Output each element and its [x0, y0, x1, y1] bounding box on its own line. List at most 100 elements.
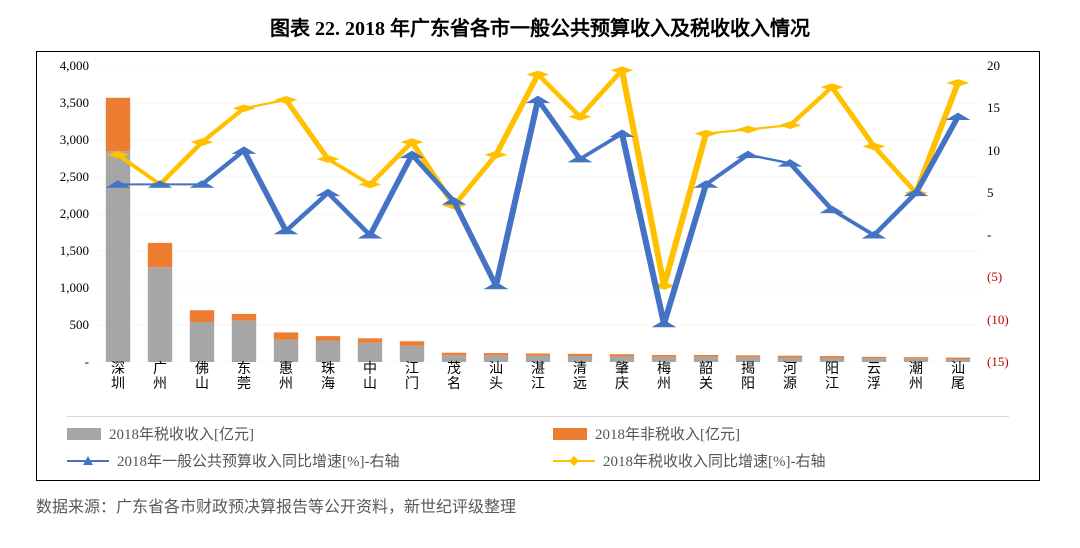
series-marker: [611, 66, 634, 74]
bar-nontax: [904, 357, 928, 358]
x-category: 潮州: [906, 362, 926, 392]
legend-label: 2018年一般公共预算收入同比增速[%]-右轴: [117, 450, 399, 471]
legend-label: 2018年非税收入[亿元]: [595, 423, 740, 444]
chart-title: 图表 22. 2018 年广东省各市一般公共预算收入及税收收入情况: [36, 12, 1044, 41]
x-category: 江门: [402, 362, 422, 392]
series-marker: [527, 71, 550, 79]
x-category: 阳江: [822, 362, 842, 392]
bar-nontax: [442, 353, 466, 356]
bar-tax: [442, 355, 466, 362]
y-right-tick: 5: [987, 185, 994, 201]
y-axis-right: (15)(10)(5)-5101520: [979, 66, 1039, 362]
x-axis-categories: 深圳广州佛山东莞惠州珠海中山江门茂名汕头湛江清远肇庆梅州韶关揭阳河源阳江云浮潮州…: [97, 362, 979, 402]
series-marker: [652, 320, 677, 327]
bar-nontax: [694, 355, 718, 357]
chart-svg: [97, 66, 979, 362]
bar-nontax: [652, 355, 676, 357]
bar-tax: [400, 346, 424, 362]
bar-tax: [316, 341, 340, 362]
x-category: 广州: [150, 362, 170, 392]
series-marker: [736, 151, 761, 158]
y-left-tick: -: [85, 354, 89, 370]
bar-nontax: [820, 356, 844, 358]
y-right-tick: (10): [987, 312, 1009, 328]
legend-label: 2018年税收收入[亿元]: [109, 423, 254, 444]
line-icon: [67, 454, 109, 468]
x-category: 清远: [570, 362, 590, 392]
bar-nontax: [526, 353, 550, 355]
series-marker: [610, 130, 635, 137]
bar-nontax: [106, 98, 130, 151]
y-right-tick: (15): [987, 354, 1009, 370]
bar-tax: [274, 340, 298, 362]
bar-nontax: [148, 243, 172, 267]
legend-item-nontax: 2018年非税收入[亿元]: [553, 423, 1009, 444]
y-axis-left: -5001,0001,5002,0002,5003,0003,5004,000: [37, 66, 97, 362]
x-category: 湛江: [528, 362, 548, 392]
bar-nontax: [400, 341, 424, 345]
x-category: 茂名: [444, 362, 464, 392]
x-category: 惠州: [276, 362, 296, 392]
x-category: 深圳: [108, 362, 128, 392]
y-right-tick: 10: [987, 143, 1000, 159]
series-marker: [191, 138, 214, 146]
x-category: 梅州: [654, 362, 674, 392]
y-left-tick: 1,500: [60, 243, 89, 259]
y-right-tick: 15: [987, 100, 1000, 116]
source-note: 数据来源：广东省各市财政预决算报告等公开资料，新世纪评级整理: [36, 493, 1044, 517]
line-icon: [553, 454, 595, 468]
series-marker: [947, 79, 970, 87]
bar-nontax: [274, 332, 298, 339]
bar-tax: [484, 355, 508, 362]
bar-nontax: [610, 354, 634, 356]
y-left-tick: 2,000: [60, 206, 89, 222]
chart-container: -5001,0001,5002,0002,5003,0003,5004,000 …: [36, 51, 1040, 481]
x-category: 佛山: [192, 362, 212, 392]
y-left-tick: 2,500: [60, 169, 89, 185]
series-marker: [316, 189, 341, 196]
bar-tax: [358, 343, 382, 362]
bar-nontax: [190, 310, 214, 322]
legend-label: 2018年税收收入同比增速[%]-右轴: [603, 450, 825, 471]
bar-nontax: [358, 338, 382, 342]
bar-nontax: [862, 357, 886, 358]
series-marker: [485, 151, 508, 159]
y-left-tick: 3,500: [60, 95, 89, 111]
bar-tax: [148, 267, 172, 362]
bar-nontax: [316, 336, 340, 340]
series-marker: [568, 155, 593, 162]
legend-item-budget-growth: 2018年一般公共预算收入同比增速[%]-右轴: [67, 450, 523, 471]
y-right-tick: -: [987, 227, 991, 243]
y-left-tick: 3,000: [60, 132, 89, 148]
y-left-tick: 1,000: [60, 280, 89, 296]
legend: 2018年税收收入[亿元] 2018年非税收入[亿元] 2018年一般公共预算收…: [67, 416, 1009, 474]
x-category: 云浮: [864, 362, 884, 392]
x-category: 肇庆: [612, 362, 632, 392]
series-marker: [569, 113, 592, 121]
series-marker: [737, 126, 760, 134]
swatch-icon: [553, 428, 587, 440]
bar-nontax: [736, 355, 760, 357]
series-marker: [232, 146, 257, 153]
series-marker: [946, 113, 971, 120]
series-marker: [821, 83, 844, 91]
series-marker: [401, 138, 424, 146]
x-category: 韶关: [696, 362, 716, 392]
series-marker: [274, 227, 299, 234]
series-marker: [694, 180, 719, 187]
x-category: 河源: [780, 362, 800, 392]
bar-nontax: [232, 314, 256, 321]
legend-item-tax-growth: 2018年税收收入同比增速[%]-右轴: [553, 450, 1009, 471]
x-category: 珠海: [318, 362, 338, 392]
series-marker: [317, 155, 340, 163]
bar-nontax: [568, 354, 592, 356]
series-marker: [358, 231, 383, 238]
y-right-tick: 20: [987, 58, 1000, 74]
bar-nontax: [484, 353, 508, 355]
series-marker: [778, 159, 803, 166]
bar-tax: [232, 321, 256, 362]
y-left-tick: 4,000: [60, 58, 89, 74]
bar-tax: [190, 322, 214, 362]
x-category: 汕尾: [948, 362, 968, 392]
series-marker: [779, 121, 802, 129]
